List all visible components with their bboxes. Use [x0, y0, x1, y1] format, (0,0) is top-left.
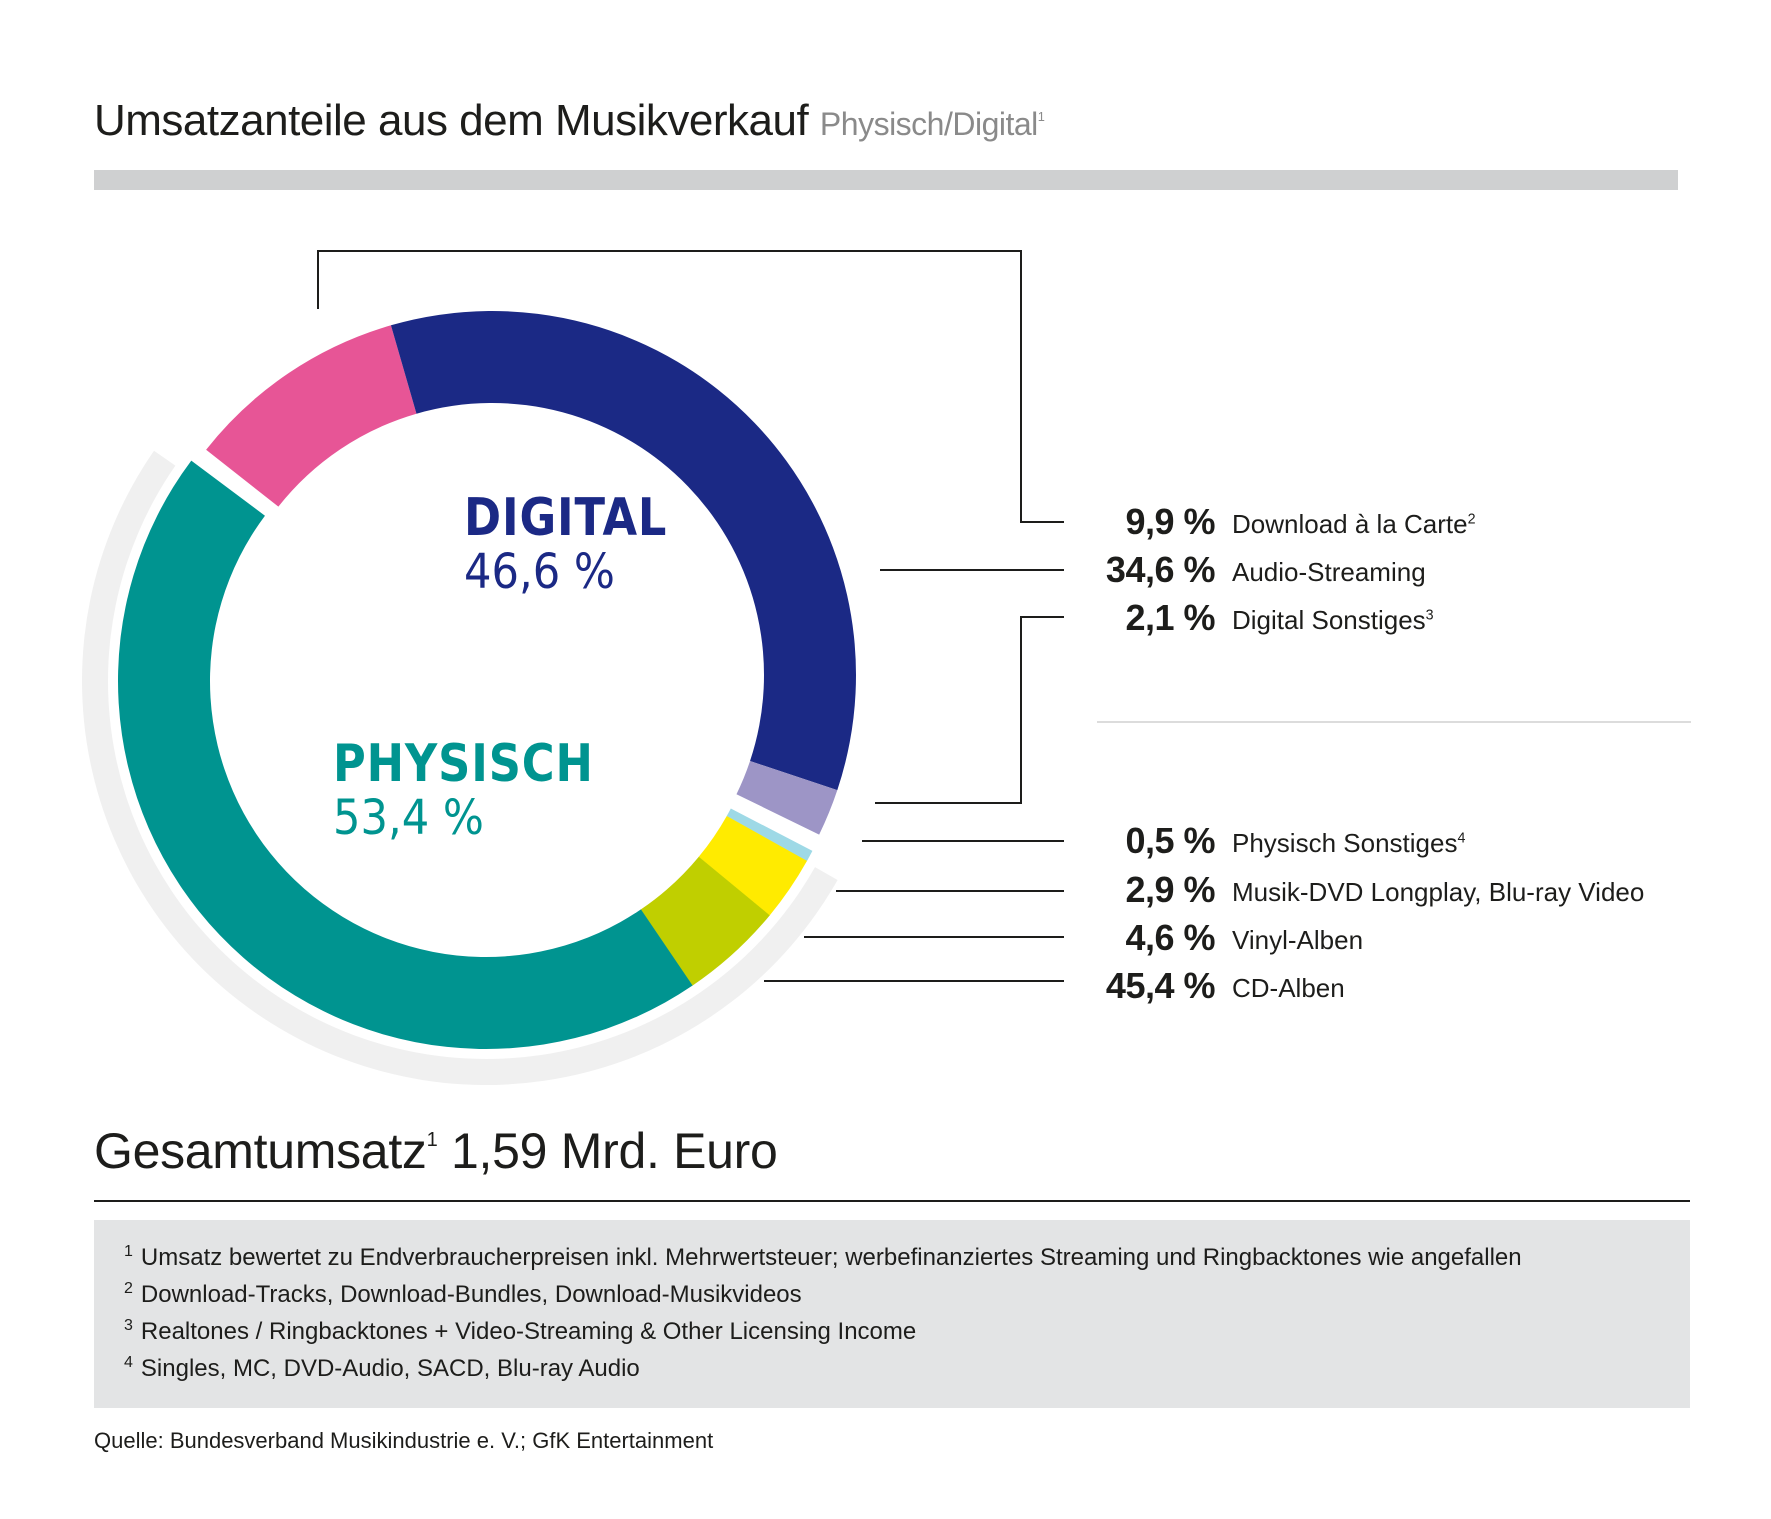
- legend-row-digital-sonstiges: 2,1 % Digital Sonstiges3: [1000, 597, 1680, 638]
- legend-label-text: Vinyl-Alben: [1232, 925, 1364, 955]
- title-main: Umsatzanteile aus dem Musikverkauf: [94, 96, 809, 145]
- legend-value: 0,5 %: [1125, 820, 1215, 861]
- slice-physisch-1: [698, 815, 808, 916]
- legend-footnote-ref: 3: [1425, 607, 1434, 624]
- legend-row-vinyl: 4,6 % Vinyl-Alben: [1000, 917, 1680, 958]
- legend-label-text: Digital Sonstiges: [1232, 605, 1426, 635]
- total-footnote-ref: 1: [426, 1129, 438, 1152]
- footnote-number: 4: [124, 1354, 133, 1371]
- legend-value: 2,9 %: [1125, 869, 1215, 910]
- footnote-number: 2: [124, 1280, 133, 1297]
- legend-row-streaming: 34,6 % Audio-Streaming: [1000, 549, 1680, 590]
- footnote-text: Realtones / Ringbacktones + Video-Stream…: [140, 1318, 917, 1345]
- footnotes-box: 1 Umsatz bewertet zu Endverbraucherpreise…: [94, 1220, 1690, 1408]
- legend-label-text: Download à la Carte: [1232, 509, 1468, 539]
- subtitle-text: Physisch/Digital: [819, 106, 1038, 142]
- legend-row-dvd: 2,9 % Musik-DVD Longplay, Blu-ray Video: [1000, 869, 1680, 910]
- slice-digital-0: [206, 325, 417, 507]
- footnote-3: 3 Realtones / Ringbacktones + Video-Strea…: [124, 1317, 916, 1346]
- total-label: Gesamtumsatz: [94, 1123, 427, 1179]
- legend-label: Download à la Carte2: [1232, 509, 1476, 540]
- legend-value: 45,4 %: [1105, 965, 1216, 1006]
- digital-label: DIGITAL: [464, 488, 668, 548]
- legend-value: 4,6 %: [1125, 917, 1215, 958]
- legend-label: Physisch Sonstiges4: [1232, 828, 1465, 859]
- physisch-label: PHYSISCH: [333, 734, 594, 794]
- total-revenue: Gesamtumsatz1 1,59 Mrd. Euro: [94, 1122, 778, 1180]
- legend-label: Audio-Streaming: [1232, 557, 1426, 588]
- slice-physisch-2: [640, 856, 770, 986]
- leader-line-digital-sonstiges: [875, 616, 1064, 804]
- legend-separator: [1097, 721, 1691, 723]
- legend-value: 9,9 %: [1125, 501, 1215, 542]
- slice-physisch-3: [117, 460, 693, 1050]
- legend-label-text: Musik-DVD Longplay, Blu-ray Video: [1232, 877, 1645, 907]
- legend-row-download: 9,9 % Download à la Carte2: [1000, 501, 1680, 542]
- title-subtitle: Physisch/Digital1: [819, 106, 1045, 142]
- title-divider-bar: [94, 170, 1678, 190]
- legend-label-text: Physisch Sonstiges: [1232, 828, 1458, 858]
- legend-label: Vinyl-Alben: [1232, 925, 1363, 956]
- center-label-digital: DIGITAL 46,6 %: [464, 492, 700, 596]
- legend-row-cd: 45,4 % CD-Alben: [1000, 965, 1680, 1006]
- footnote-number: 1: [124, 1243, 133, 1260]
- legend-label: CD-Alben: [1232, 973, 1345, 1004]
- physisch-value: 53,4 %: [333, 790, 484, 846]
- slice-physisch-0: [726, 808, 813, 862]
- legend-row-physisch-sonstiges: 0,5 % Physisch Sonstiges4: [1000, 820, 1680, 861]
- total-value: 1,59 Mrd. Euro: [451, 1123, 778, 1179]
- footnote-1: 1 Umsatz bewertet zu Endverbraucherpreise…: [124, 1243, 1522, 1272]
- footnote-text: Download-Tracks, Download-Bundles, Downl…: [140, 1281, 802, 1308]
- legend-label: Musik-DVD Longplay, Blu-ray Video: [1232, 877, 1644, 908]
- digital-value: 46,6 %: [464, 544, 615, 600]
- source-note: Quelle: Bundesverband Musikindustrie e. …: [94, 1428, 714, 1453]
- slice-digital-1: [390, 311, 856, 791]
- legend-label-text: CD-Alben: [1232, 973, 1345, 1003]
- chart-title: Umsatzanteile aus dem Musikverkauf Physi…: [94, 96, 1045, 146]
- footnote-text: Umsatz bewertet zu Endverbraucherpreisen…: [140, 1244, 1522, 1271]
- donut-slices: [117, 311, 856, 1050]
- legend-value: 2,1 %: [1125, 597, 1215, 638]
- slice-digital-2: [736, 761, 838, 835]
- total-divider: [94, 1200, 1690, 1202]
- footnote-number: 3: [124, 1317, 133, 1334]
- legend-value: 34,6 %: [1105, 549, 1216, 590]
- subtitle-footnote-ref: 1: [1037, 108, 1045, 124]
- footnote-4: 4 Singles, MC, DVD-Audio, SACD, Blu-ray A…: [124, 1354, 640, 1383]
- center-label-physisch: PHYSISCH 53,4 %: [333, 738, 636, 842]
- footnote-2: 2 Download-Tracks, Download-Bundles, Down…: [124, 1280, 802, 1309]
- footnote-text: Singles, MC, DVD-Audio, SACD, Blu-ray Au…: [140, 1355, 640, 1382]
- leader-line-download: [317, 250, 1064, 523]
- leader-lines: [317, 250, 1064, 982]
- legend-footnote-ref: 2: [1467, 511, 1476, 528]
- legend-label-text: Audio-Streaming: [1232, 557, 1426, 587]
- legend-footnote-ref: 4: [1457, 830, 1466, 847]
- legend-label: Digital Sonstiges3: [1232, 605, 1434, 636]
